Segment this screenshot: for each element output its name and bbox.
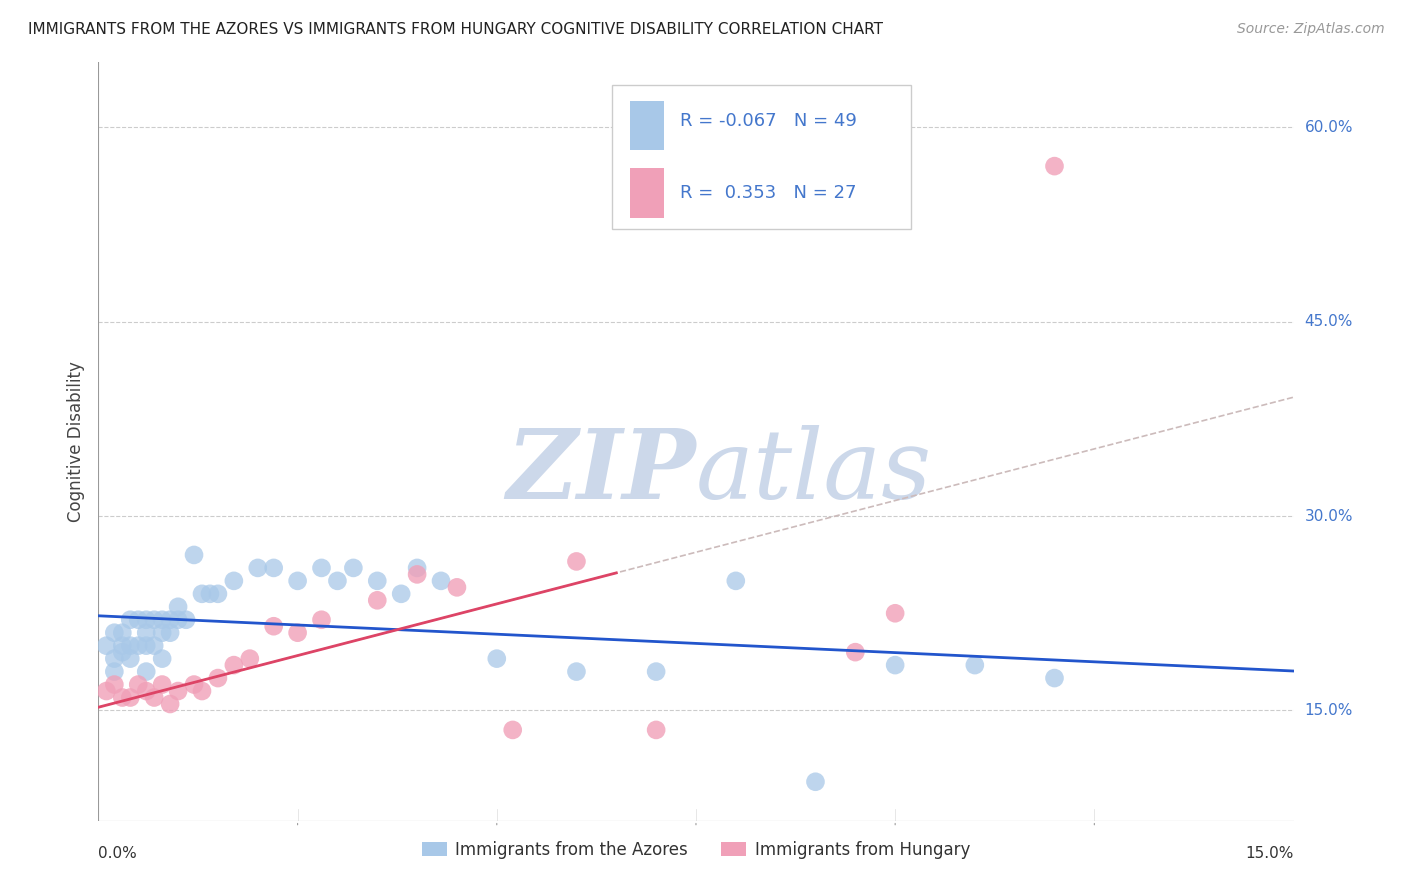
Point <box>103 651 125 665</box>
Point <box>127 613 149 627</box>
Text: R =  0.353   N = 27: R = 0.353 N = 27 <box>681 185 856 202</box>
Text: 45.0%: 45.0% <box>1305 314 1353 329</box>
Point <box>143 639 166 653</box>
Point <box>446 580 468 594</box>
Point <box>150 677 173 691</box>
Point <box>844 645 866 659</box>
Point <box>239 651 262 665</box>
Point <box>127 639 149 653</box>
Point <box>406 561 429 575</box>
Point <box>183 548 205 562</box>
Point <box>135 684 157 698</box>
Point <box>120 690 142 705</box>
Point <box>804 774 827 789</box>
Point <box>222 574 245 588</box>
Point <box>150 613 173 627</box>
Point <box>207 587 229 601</box>
Point <box>135 665 157 679</box>
Point <box>150 625 173 640</box>
Point <box>111 625 134 640</box>
Point <box>287 574 309 588</box>
Point <box>150 651 173 665</box>
Point <box>103 625 125 640</box>
Text: ZIP: ZIP <box>506 425 696 519</box>
Point <box>342 561 364 575</box>
Point <box>191 684 214 698</box>
Point <box>96 639 118 653</box>
Point <box>502 723 524 737</box>
Point <box>724 574 747 588</box>
Point <box>120 613 142 627</box>
Point <box>406 567 429 582</box>
Legend: Immigrants from the Azores, Immigrants from Hungary: Immigrants from the Azores, Immigrants f… <box>415 834 977 865</box>
Point <box>366 593 388 607</box>
Point <box>143 690 166 705</box>
Point <box>645 723 668 737</box>
Point <box>127 677 149 691</box>
Point <box>565 554 588 568</box>
Point <box>963 658 986 673</box>
Point <box>191 587 214 601</box>
Point <box>246 561 269 575</box>
Text: 30.0%: 30.0% <box>1305 508 1353 524</box>
Point <box>111 690 134 705</box>
Point <box>645 665 668 679</box>
Point <box>135 639 157 653</box>
Point <box>103 677 125 691</box>
Point <box>366 574 388 588</box>
Text: R = -0.067   N = 49: R = -0.067 N = 49 <box>681 112 858 130</box>
Point <box>103 665 125 679</box>
Point <box>565 665 588 679</box>
Point <box>884 658 907 673</box>
Point <box>485 651 508 665</box>
Point <box>1043 671 1066 685</box>
Point <box>167 599 190 614</box>
Text: 15.0%: 15.0% <box>1305 703 1353 718</box>
Point <box>143 613 166 627</box>
Point <box>159 613 181 627</box>
Text: 15.0%: 15.0% <box>1246 846 1294 861</box>
Point <box>111 645 134 659</box>
Text: 0.0%: 0.0% <box>98 846 138 861</box>
Point <box>111 639 134 653</box>
Point <box>311 613 333 627</box>
Point <box>174 613 197 627</box>
Point <box>311 561 333 575</box>
Point <box>430 574 453 588</box>
Point <box>159 625 181 640</box>
Point <box>326 574 349 588</box>
Point <box>198 587 221 601</box>
Text: IMMIGRANTS FROM THE AZORES VS IMMIGRANTS FROM HUNGARY COGNITIVE DISABILITY CORRE: IMMIGRANTS FROM THE AZORES VS IMMIGRANTS… <box>28 22 883 37</box>
Point <box>263 619 285 633</box>
Point <box>135 625 157 640</box>
Point <box>287 625 309 640</box>
Point <box>222 658 245 673</box>
Text: 60.0%: 60.0% <box>1305 120 1353 135</box>
Bar <box>630 169 664 218</box>
Point <box>1043 159 1066 173</box>
Point <box>120 639 142 653</box>
FancyBboxPatch shape <box>613 85 911 229</box>
Point <box>183 677 205 691</box>
Text: atlas: atlas <box>696 425 932 519</box>
Y-axis label: Cognitive Disability: Cognitive Disability <box>66 361 84 522</box>
Point <box>96 684 118 698</box>
Point <box>120 651 142 665</box>
Point <box>167 613 190 627</box>
Point <box>159 697 181 711</box>
Point <box>135 613 157 627</box>
Point <box>389 587 412 601</box>
Bar <box>630 101 664 150</box>
Point <box>207 671 229 685</box>
Point <box>167 684 190 698</box>
Text: Source: ZipAtlas.com: Source: ZipAtlas.com <box>1237 22 1385 37</box>
Point <box>263 561 285 575</box>
Point <box>884 607 907 621</box>
